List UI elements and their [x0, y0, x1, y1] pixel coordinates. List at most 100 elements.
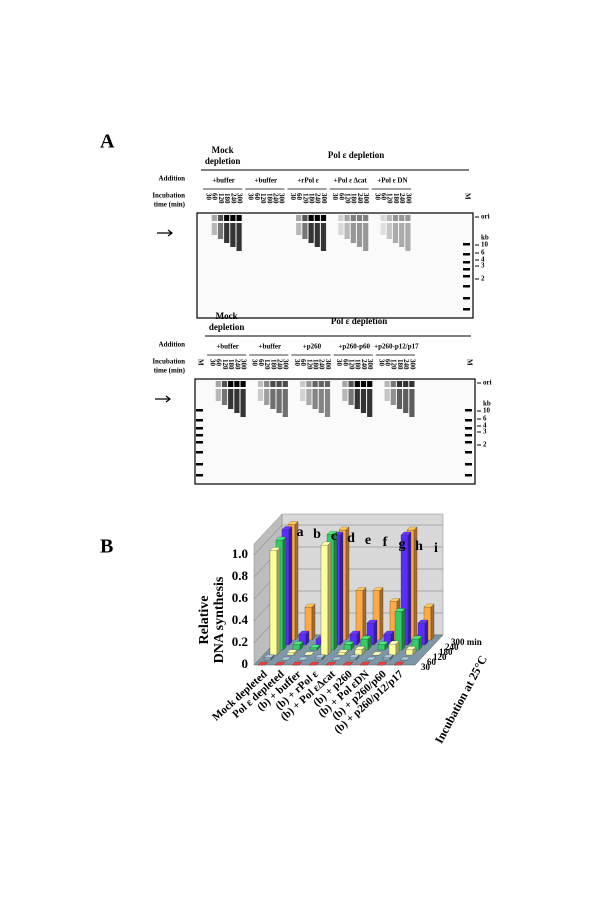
- band-smear: [344, 223, 350, 239]
- bar-top: [325, 661, 337, 666]
- bar-front: [292, 644, 301, 651]
- bar: [314, 654, 326, 661]
- ladder-band: [465, 419, 472, 422]
- bar-top: [405, 646, 417, 650]
- size-marker: 6: [483, 415, 487, 423]
- lane-time: 120: [343, 193, 351, 204]
- size-marker: 3: [483, 428, 487, 436]
- bar-top: [326, 531, 338, 535]
- band-smear: [312, 389, 318, 409]
- addition: +buffer: [254, 177, 277, 185]
- ladder-band: [463, 285, 470, 288]
- size-marker: 10: [483, 407, 491, 415]
- lane-time: 180: [269, 359, 277, 370]
- lane-time: 300: [324, 359, 332, 370]
- bar-side: [424, 619, 429, 646]
- bar-top: [388, 640, 400, 645]
- gel: [196, 212, 474, 319]
- lane-time: 60: [215, 359, 223, 367]
- bar: [280, 656, 292, 661]
- lane-time: 120: [301, 193, 309, 204]
- y-axis-title: Relative: [197, 596, 212, 645]
- lane-time: 180: [392, 193, 400, 204]
- bar-top: [365, 656, 377, 661]
- band-smear: [224, 223, 230, 243]
- band-ori: [312, 381, 318, 387]
- lane-time: 30: [335, 359, 343, 367]
- bar-top: [423, 603, 435, 608]
- lane-time: 300: [239, 359, 247, 370]
- bar-front: [269, 550, 278, 656]
- legend-label: 30: [421, 662, 431, 672]
- header: Pol ε depletion: [328, 150, 384, 160]
- bar-top: [303, 651, 315, 656]
- bar: [366, 619, 378, 646]
- size-marker: 4: [483, 422, 487, 430]
- addition: +rPol ε: [297, 177, 319, 185]
- lane-time: 60: [295, 193, 303, 201]
- size-marker: kb: [481, 234, 489, 242]
- bar: [405, 646, 417, 656]
- z-axis-title: Incubation at 25°C: [432, 653, 490, 746]
- band-ori: [308, 215, 314, 221]
- band-smear: [324, 389, 331, 417]
- bar-side: [339, 531, 344, 646]
- band-smear: [240, 389, 246, 417]
- y-tick-label: 0.8: [232, 568, 249, 583]
- band-ori: [234, 381, 240, 387]
- lane-time: 60: [299, 359, 307, 367]
- bar-top: [394, 608, 406, 612]
- legend-label: 120: [433, 652, 447, 662]
- lane-time: 240: [360, 359, 368, 370]
- band-smear: [342, 389, 348, 401]
- band-ori: [257, 381, 264, 387]
- bar-top: [360, 635, 372, 640]
- band-ori: [302, 215, 308, 221]
- lane-time: 30: [373, 193, 381, 201]
- band-smear: [306, 389, 312, 405]
- bar-front: [337, 652, 346, 656]
- bar: [359, 661, 371, 666]
- ladder-band: [465, 427, 472, 430]
- bar-top: [263, 654, 275, 658]
- category-letter: h: [415, 539, 423, 554]
- category-letter: i: [434, 541, 438, 556]
- addition-label: Addition: [159, 175, 186, 183]
- addition: +buffer: [216, 343, 239, 351]
- bar-front: [263, 657, 272, 661]
- bar: [400, 531, 412, 646]
- bar: [342, 661, 354, 666]
- lane-time: 300: [366, 359, 374, 370]
- bar-side: [407, 531, 412, 646]
- bar: [257, 661, 269, 666]
- bar: [320, 541, 332, 656]
- band-smear: [396, 389, 403, 409]
- bar-top: [257, 661, 269, 666]
- lane-time: 240: [398, 193, 406, 204]
- bar: [348, 654, 360, 661]
- lane-time: 120: [221, 359, 229, 370]
- lane-time: 120: [386, 193, 394, 204]
- lane-time: 120: [259, 193, 267, 204]
- band-smear: [320, 223, 327, 251]
- lane-time: 240: [233, 359, 241, 370]
- band-ori: [236, 215, 242, 221]
- lane-time: 60: [383, 359, 391, 367]
- ladder-band: [465, 474, 472, 477]
- bar-top: [342, 661, 354, 666]
- band-ori: [348, 381, 354, 387]
- size-marker: 4: [481, 256, 485, 264]
- lane-time: 300: [278, 193, 286, 204]
- category-letter: b: [313, 527, 321, 542]
- lane-time: 240: [318, 359, 326, 370]
- band-smear: [264, 389, 270, 405]
- bar: [269, 547, 281, 656]
- bar-top: [389, 598, 401, 602]
- band-ori: [367, 381, 373, 387]
- y-axis-title: DNA synthesis: [212, 576, 227, 663]
- bar-front: [314, 657, 323, 661]
- bar-side: [327, 541, 332, 656]
- bar-top: [320, 541, 332, 546]
- lane-time: 240: [356, 193, 364, 204]
- ladder-band: [463, 275, 470, 278]
